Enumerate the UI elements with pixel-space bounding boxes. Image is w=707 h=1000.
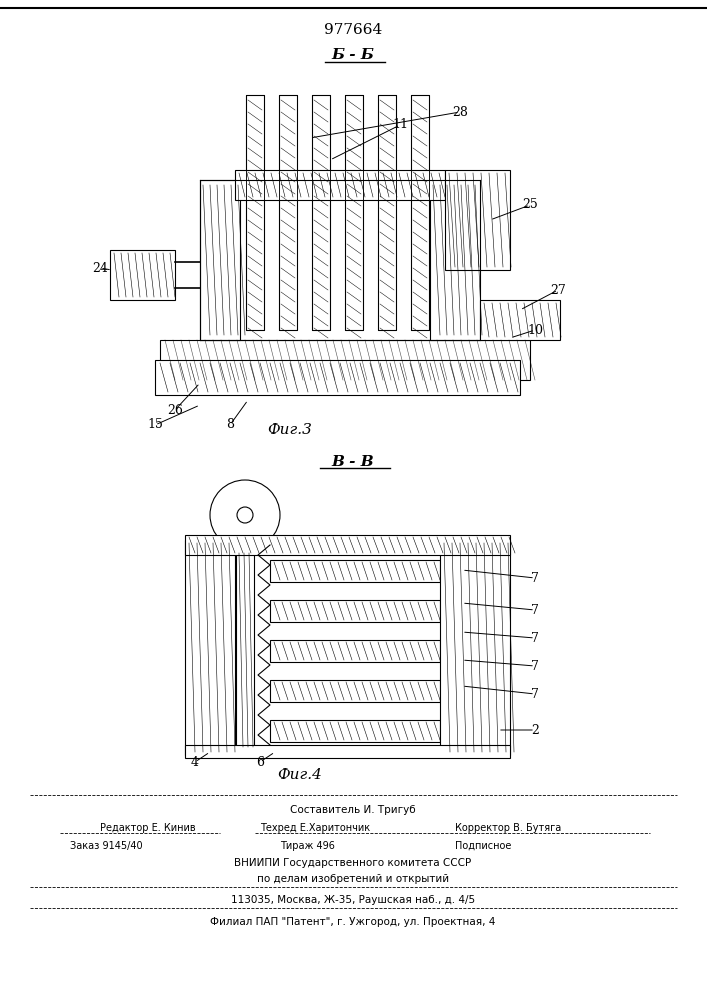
Text: 25: 25 [522,198,538,212]
Bar [270,560,440,582]
Bar [411,95,429,330]
Text: 8: 8 [226,418,234,432]
Text: Фиг.3: Фиг.3 [267,423,312,437]
Text: 2: 2 [531,724,539,736]
Bar [236,550,254,750]
Text: ВНИИПИ Государственного комитета СССР: ВНИИПИ Государственного комитета СССР [235,858,472,868]
Text: 4: 4 [191,756,199,768]
Text: 27: 27 [550,284,566,296]
Text: 15: 15 [147,418,163,432]
Text: 7: 7 [531,688,539,700]
Text: Подписное: Подписное [455,841,511,851]
Text: 6: 6 [256,756,264,768]
Text: 28: 28 [452,105,468,118]
Bar [445,170,510,270]
Text: В - В: В - В [332,455,374,469]
Text: Заказ 9145/40: Заказ 9145/40 [70,841,152,851]
Text: 113035, Москва, Ж-35, Раушская наб., д. 4/5: 113035, Москва, Ж-35, Раушская наб., д. … [231,895,475,905]
Text: 7: 7 [531,660,539,672]
Bar [246,95,264,330]
Bar [185,745,510,758]
Bar [430,180,480,340]
Text: 24: 24 [92,261,108,274]
Bar [160,340,530,380]
Bar [200,180,240,340]
Text: 7: 7 [531,603,539,616]
Text: Филиал ПАП "Патент", г. Ужгород, ул. Проектная, 4: Филиал ПАП "Патент", г. Ужгород, ул. Про… [210,917,496,927]
Bar [345,95,363,330]
Bar [270,680,440,702]
Text: 10: 10 [527,324,543,336]
Text: Б - Б: Б - Б [332,48,375,62]
Bar [378,95,396,330]
Text: 977664: 977664 [324,23,382,37]
Bar [185,535,510,555]
Bar [110,250,175,300]
Text: Техред Е.Харитончик: Техред Е.Харитончик [260,823,370,833]
Text: Редактор Е. Кинив: Редактор Е. Кинив [100,823,205,833]
Bar [155,360,520,395]
Bar [270,640,440,662]
Bar [312,95,330,330]
Bar [185,540,235,755]
Bar [279,95,297,330]
Text: 26: 26 [167,403,183,416]
Bar [440,540,510,755]
Text: по делам изобретений и открытий: по делам изобретений и открытий [257,874,449,884]
Text: Корректор В. Бутяга: Корректор В. Бутяга [455,823,561,833]
Text: 7: 7 [531,632,539,645]
Circle shape [210,480,280,550]
Text: Составитель И. Тригуб: Составитель И. Тригуб [290,805,416,815]
Circle shape [237,507,253,523]
Bar [235,170,445,200]
Text: Тираж 496: Тираж 496 [280,841,335,851]
Bar [480,300,560,340]
Text: 7: 7 [531,572,539,584]
Text: Фиг.4: Фиг.4 [278,768,322,782]
Text: 11: 11 [392,118,408,131]
Bar [270,720,440,742]
Bar [270,600,440,622]
